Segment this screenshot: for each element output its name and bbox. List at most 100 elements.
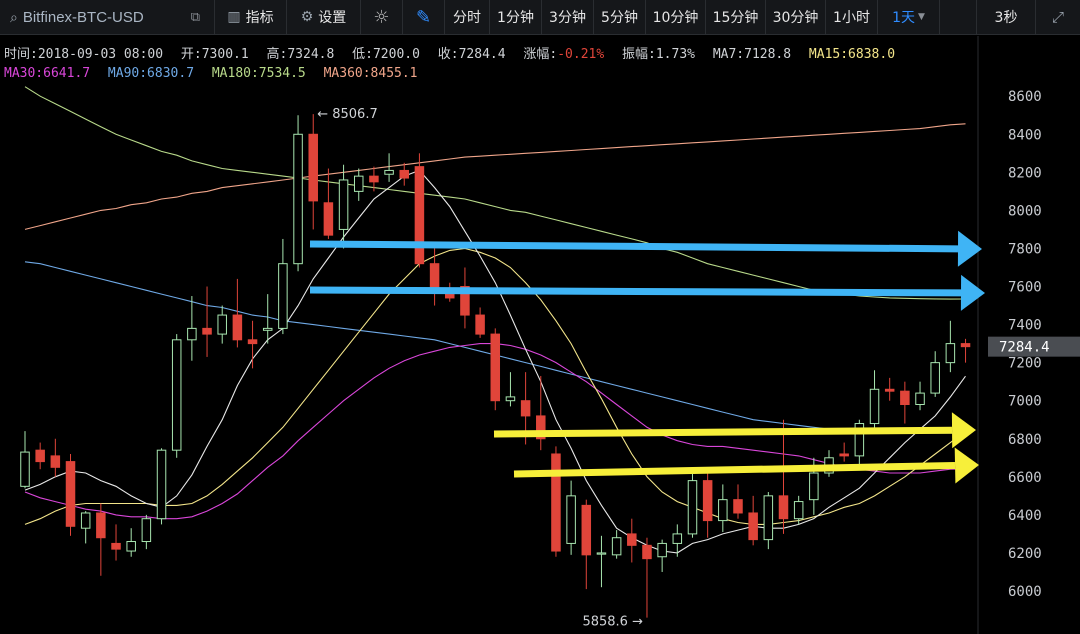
candle-up <box>126 541 136 552</box>
min-price-label: 5858.6 → <box>582 615 643 630</box>
candle-down <box>399 169 409 179</box>
settings-button[interactable]: ⚙ 设置 <box>287 0 361 34</box>
candle-up <box>262 327 273 331</box>
candle-down <box>429 263 440 289</box>
indicators-button[interactable]: ▥ 指标 <box>215 0 287 34</box>
candle-down <box>960 343 971 348</box>
current-price-badge <box>988 336 1080 357</box>
info-open: 开:7300.1 <box>180 47 249 62</box>
period-label: 1分钟 <box>497 10 534 26</box>
period-tab-2[interactable]: 3分钟 <box>542 0 594 34</box>
current-price-label: 7284.4 <box>999 340 1050 356</box>
period-label: 30分钟 <box>772 10 819 26</box>
candle-down <box>900 390 910 406</box>
period-label: 15分钟 <box>712 10 759 26</box>
candle-down <box>627 533 637 546</box>
blue-arrow-lower-shaft <box>309 286 962 297</box>
candle-down <box>65 461 76 527</box>
candle-up <box>156 449 167 520</box>
candle-up <box>657 542 667 558</box>
candle-down <box>202 327 212 335</box>
fullscreen-button[interactable]: ⤢ <box>1036 0 1080 34</box>
candle-up <box>505 396 516 402</box>
y-tick-label: 7200 <box>1008 356 1042 372</box>
candle-up <box>763 495 774 541</box>
theme-toggle[interactable]: ☼ <box>361 0 403 34</box>
period-label: 5分钟 <box>601 10 638 26</box>
ma15-line <box>24 247 966 525</box>
candle-up <box>171 339 182 451</box>
refresh-interval[interactable]: 3秒 <box>976 0 1036 34</box>
y-tick-label: 8600 <box>1008 89 1042 105</box>
info-change: 涨幅:-0.21% <box>523 47 604 62</box>
y-tick-label: 6400 <box>1008 508 1042 524</box>
yellow-arrow-lower <box>513 447 979 484</box>
period-tab-7[interactable]: 1小时 <box>826 0 878 34</box>
candle-up <box>854 423 865 457</box>
candle-down <box>232 314 243 341</box>
y-tick-label: 6600 <box>1008 470 1042 486</box>
symbol-selector[interactable]: ⌕ Bitfinex-BTC-USD ⧉ <box>0 0 215 34</box>
search-icon: ⌕ <box>10 8 18 25</box>
period-label: 1小时 <box>833 10 870 26</box>
info-ma7: MA7:7128.8 <box>712 47 792 62</box>
ohlc-info: 时间:2018-09-03 08:00 开:7300.1 高:7324.8 低:… <box>4 43 905 62</box>
info-change-label: 涨幅: <box>523 47 558 62</box>
period-tab-4[interactable]: 10分钟 <box>646 0 706 34</box>
indicators-label: 指标 <box>245 10 274 26</box>
caret-down-icon: ▼ <box>918 12 925 22</box>
candle-down <box>884 388 895 392</box>
period-tab-5[interactable]: 15分钟 <box>706 0 766 34</box>
candle-up <box>718 499 728 522</box>
candle-up <box>353 175 364 192</box>
candle-up <box>80 512 91 529</box>
sun-icon: ☼ <box>373 6 390 28</box>
info-time: 时间:2018-09-03 08:00 <box>4 47 164 62</box>
info-low: 低:7200.0 <box>352 47 420 62</box>
period-tab-6[interactable]: 30分钟 <box>766 0 826 34</box>
candle-up <box>945 343 956 364</box>
ma7-line <box>24 169 966 554</box>
candle-down <box>475 314 485 335</box>
candle-up <box>293 133 303 265</box>
info-high: 高:7324.8 <box>266 47 335 62</box>
info-ma90: MA90:6830.7 <box>107 66 195 81</box>
period-selected-label: 1天 <box>892 10 915 26</box>
period-dropdown[interactable]: 1天 ▼ <box>878 0 940 34</box>
candle-down <box>748 512 758 541</box>
period-tab-1[interactable]: 1分钟 <box>490 0 542 34</box>
y-tick-label: 8000 <box>1008 203 1042 219</box>
info-ma30: MA30:6641.7 <box>4 66 91 81</box>
blue-arrow-lower <box>309 274 985 311</box>
candle-up <box>809 472 819 501</box>
yellow-arrow-upper <box>493 412 976 449</box>
candle-up <box>596 552 607 555</box>
period-label: 3分钟 <box>549 10 586 26</box>
candle-up <box>217 314 227 335</box>
candle-down <box>642 544 652 560</box>
info-close: 收:7284.4 <box>437 47 506 62</box>
period-tab-3[interactable]: 5分钟 <box>594 0 646 34</box>
candle-down <box>520 400 531 417</box>
blue-arrow-lower-head <box>960 274 985 311</box>
candle-down <box>50 455 61 468</box>
blue-arrow-upper <box>309 230 982 267</box>
candle-down <box>702 480 713 522</box>
candle-up <box>687 480 698 535</box>
copy-icon[interactable]: ⧉ <box>190 9 200 24</box>
ma-info: MA30:6641.7 MA90:6830.7 MA180:7534.5 MA3… <box>4 66 428 81</box>
refresh-label: 3秒 <box>994 10 1018 26</box>
candle-up <box>566 495 576 544</box>
candle-up <box>672 533 683 544</box>
indicators-icon: ▥ <box>227 9 241 25</box>
period-tab-0[interactable]: 分时 <box>445 0 490 34</box>
candle-down <box>551 453 561 552</box>
y-tick-label: 6800 <box>1008 432 1042 448</box>
candle-up <box>338 179 349 230</box>
candle-down <box>733 499 743 514</box>
toolbar: ⌕ Bitfinex-BTC-USD ⧉ ▥ 指标 ⚙ 设置 ☼ ✎ 分时 1分… <box>0 0 1080 35</box>
info-ma180: MA180:7534.5 <box>211 66 306 81</box>
drawing-tool-button[interactable]: ✎ <box>403 0 445 34</box>
period-label: 分时 <box>453 10 481 26</box>
